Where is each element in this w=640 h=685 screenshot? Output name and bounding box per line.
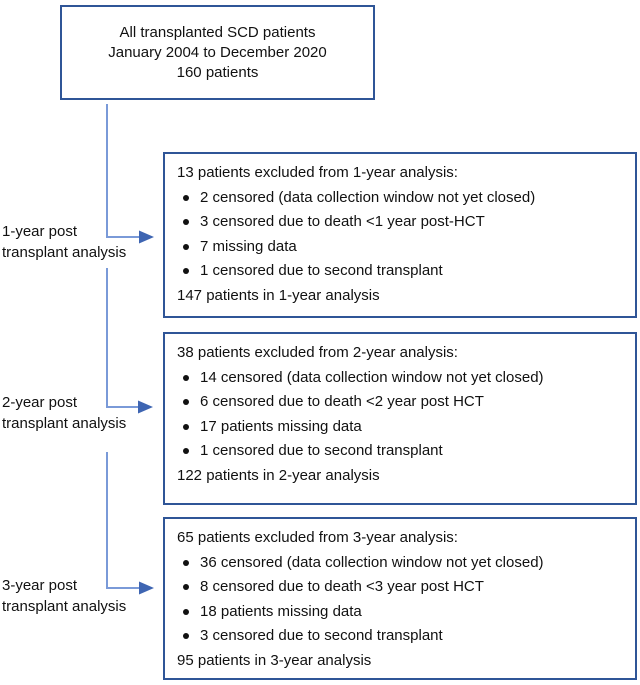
top-box-line: January 2004 to December 2020 xyxy=(108,43,327,61)
exclusion-header: 38 patients excluded from 2-year analysi… xyxy=(177,344,458,361)
stage-label-1-year: 1-year post transplant analysis xyxy=(2,221,126,263)
bullet-text: 3 censored due to second transplant xyxy=(200,627,443,644)
bullet-item: 1 censored due to second transplant xyxy=(177,259,625,284)
bullet-text: 3 censored due to death <1 year post-HCT xyxy=(200,213,485,230)
exclusion-box-2-year: 38 patients excluded from 2-year analysi… xyxy=(163,332,637,505)
bullet-text: 1 censored due to second transplant xyxy=(200,262,443,279)
arrow-head-icon xyxy=(139,581,154,595)
bullet-item: 14 censored (data collection window not … xyxy=(177,366,625,391)
connector-line-2 xyxy=(106,268,140,408)
bullet-text: 14 censored (data collection window not … xyxy=(200,368,544,386)
top-box-line: All transplanted SCD patients xyxy=(119,23,316,41)
exclusion-bullet-list: 2 censored (data collection window not y… xyxy=(177,186,625,284)
bullet-text: 8 censored due to death <3 year post HCT xyxy=(200,578,484,595)
bullet-dot-icon xyxy=(183,268,189,275)
arrow-head-icon xyxy=(139,230,154,244)
bullet-item: 3 censored due to second transplant xyxy=(177,624,625,649)
bullet-dot-icon xyxy=(183,399,189,406)
bullet-dot-icon xyxy=(183,374,189,381)
bullet-item: 3 censored due to death <1 year post-HCT xyxy=(177,210,625,235)
bullet-item: 6 censored due to death <2 year post HCT xyxy=(177,390,625,415)
exclusion-header: 13 patients excluded from 1-year analysi… xyxy=(177,164,458,181)
arrow-head-icon xyxy=(138,400,153,414)
bullet-item: 8 censored due to death <3 year post HCT xyxy=(177,575,625,600)
bullet-item: 7 missing data xyxy=(177,235,625,260)
connector-line-1 xyxy=(106,104,141,238)
exclusion-box-3-year: 65 patients excluded from 3-year analysi… xyxy=(163,517,637,680)
stage-label-3-year: 3-year post transplant analysis xyxy=(2,575,126,617)
bullet-dot-icon xyxy=(183,584,189,591)
bullet-dot-icon xyxy=(183,633,189,640)
stage-label-line: transplant analysis xyxy=(2,244,127,261)
connector-line-3 xyxy=(106,452,141,589)
bullet-dot-icon xyxy=(183,448,189,455)
bullet-text: 6 censored due to death <2 year post HCT xyxy=(200,393,484,410)
bullet-item: 17 patients missing data xyxy=(177,415,625,440)
bullet-dot-icon xyxy=(183,423,189,430)
stage-label-line: 1-year post xyxy=(2,223,78,240)
bullet-text: 2 censored (data collection window not y… xyxy=(200,188,536,206)
exclusion-bullet-list: 14 censored (data collection window not … xyxy=(177,366,625,464)
top-box-all-patients: All transplanted SCD patients January 20… xyxy=(60,5,375,100)
exclusion-bullet-list: 36 censored (data collection window not … xyxy=(177,551,625,649)
exclusion-footer: 147 patients in 1-year analysis xyxy=(177,286,380,304)
exclusion-footer: 95 patients in 3-year analysis xyxy=(177,651,372,669)
bullet-dot-icon xyxy=(183,608,189,615)
stage-label-2-year: 2-year post transplant analysis xyxy=(2,392,126,434)
stage-label-line: 3-year post xyxy=(2,577,78,594)
bullet-text: 1 censored due to second transplant xyxy=(200,442,443,459)
bullet-text: 17 patients missing data xyxy=(200,417,362,435)
bullet-item: 36 censored (data collection window not … xyxy=(177,551,625,576)
stage-label-line: transplant analysis xyxy=(2,415,127,432)
exclusion-footer: 122 patients in 2-year analysis xyxy=(177,466,380,484)
top-box-line: 160 patients xyxy=(176,63,259,81)
exclusion-header: 65 patients excluded from 3-year analysi… xyxy=(177,529,458,546)
bullet-text: 7 missing data xyxy=(200,237,297,255)
bullet-item: 18 patients missing data xyxy=(177,600,625,625)
exclusion-box-1-year: 13 patients excluded from 1-year analysi… xyxy=(163,152,637,318)
bullet-text: 18 patients missing data xyxy=(200,602,362,620)
bullet-dot-icon xyxy=(183,219,189,226)
bullet-item: 2 censored (data collection window not y… xyxy=(177,186,625,211)
bullet-dot-icon xyxy=(183,243,189,250)
bullet-dot-icon xyxy=(183,559,189,566)
bullet-item: 1 censored due to second transplant xyxy=(177,439,625,464)
stage-label-line: 2-year post xyxy=(2,394,78,411)
stage-label-line: transplant analysis xyxy=(2,598,127,615)
bullet-dot-icon xyxy=(183,194,189,201)
bullet-text: 36 censored (data collection window not … xyxy=(200,553,544,571)
